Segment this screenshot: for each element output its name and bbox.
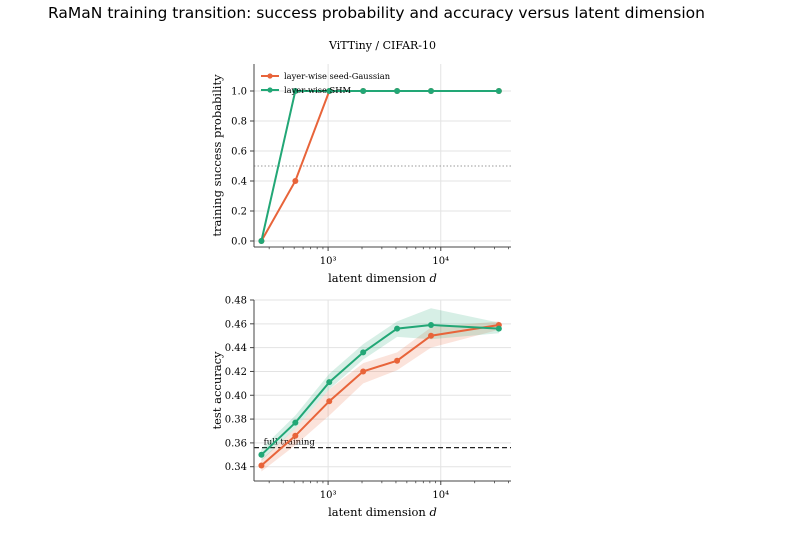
data-point <box>495 325 502 332</box>
y-axis-label: test accuracy <box>210 351 224 430</box>
x-tick-label: 10⁴ <box>432 490 449 501</box>
legend-entry: layer-wise seed-Gaussian <box>284 71 391 81</box>
y-tick-label: 0.42 <box>225 367 247 378</box>
y-tick-label: 0.38 <box>225 415 247 426</box>
data-point <box>394 325 401 332</box>
y-tick-label: 0.0 <box>231 237 247 248</box>
x-axis-label: latent dimension d <box>328 271 437 285</box>
data-point <box>428 332 435 339</box>
data-point <box>326 379 333 386</box>
data-point <box>292 88 299 94</box>
y-tick-label: 1.0 <box>231 87 247 98</box>
y-tick-label: 0.8 <box>231 117 247 128</box>
y-tick-label: 0.46 <box>225 319 247 330</box>
y-tick-label: 0.6 <box>231 147 247 158</box>
data-point <box>292 178 299 184</box>
y-tick-label: 0.36 <box>225 438 247 449</box>
x-tick-label: 10³ <box>320 256 337 267</box>
x-tick-label: 10⁴ <box>432 256 449 267</box>
data-point <box>292 432 299 439</box>
reference-line-label: full training <box>264 438 316 448</box>
x-tick-label: 10³ <box>320 490 337 501</box>
data-point <box>428 322 435 329</box>
data-point <box>495 88 502 94</box>
y-tick-label: 0.44 <box>225 343 247 354</box>
legend-marker <box>267 87 273 93</box>
data-point <box>428 88 435 94</box>
data-point <box>326 88 333 94</box>
y-tick-label: 0.40 <box>225 391 247 402</box>
data-point <box>258 238 265 244</box>
y-tick-label: 0.4 <box>231 177 247 188</box>
legend-entry: layer-wise SHM <box>284 85 351 95</box>
data-point <box>394 88 401 94</box>
legend-marker <box>267 73 273 79</box>
y-tick-label: 0.2 <box>231 207 247 218</box>
confidence-band <box>261 308 499 461</box>
y-tick-label: 0.34 <box>225 462 247 473</box>
figure-title: RaMaN training transition: success proba… <box>48 4 705 22</box>
data-point <box>326 398 333 405</box>
y-axis-label: training success probability <box>210 74 224 237</box>
data-point <box>394 357 401 364</box>
data-point <box>258 462 265 469</box>
x-axis-label: latent dimension d <box>328 505 437 519</box>
data-point <box>292 419 299 426</box>
chart-title: ViTTiny / CIFAR-10 <box>328 39 436 52</box>
data-point <box>258 451 265 458</box>
data-point <box>360 88 367 94</box>
data-point <box>360 368 367 375</box>
data-point <box>360 349 367 356</box>
y-tick-label: 0.48 <box>225 296 247 307</box>
